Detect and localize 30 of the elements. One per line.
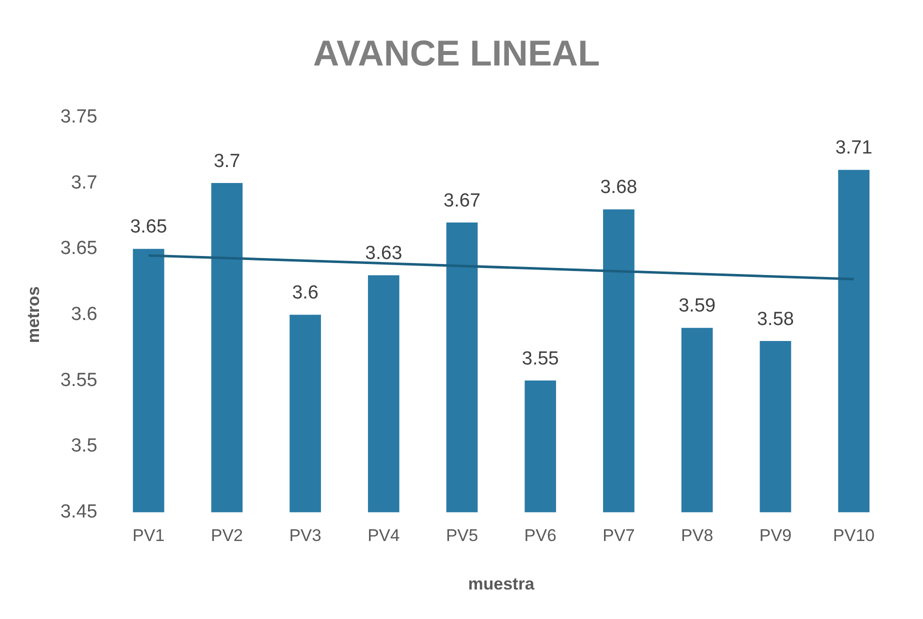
y-axis-title: metros bbox=[24, 286, 43, 344]
y-tick-label: 3.55 bbox=[60, 370, 98, 391]
x-tick-label: PV3 bbox=[289, 526, 322, 546]
chart-title: AVANCE LINEAL bbox=[313, 32, 600, 74]
y-tick-label: 3.5 bbox=[70, 436, 98, 457]
x-tick-label: PV10 bbox=[833, 526, 875, 546]
y-tick-label: 3.75 bbox=[60, 106, 98, 128]
x-tick-label: PV5 bbox=[446, 526, 478, 546]
data-label: 3.58 bbox=[756, 308, 794, 330]
x-tick-label: PV6 bbox=[524, 526, 556, 546]
x-tick-label: PV8 bbox=[681, 526, 714, 546]
data-label: 3.7 bbox=[214, 150, 240, 172]
x-tick-label: PV1 bbox=[132, 526, 165, 546]
data-label: 3.67 bbox=[444, 190, 480, 212]
y-tick-label: 3.65 bbox=[60, 238, 98, 260]
data-label: 3.71 bbox=[835, 138, 872, 159]
data-label: 3.59 bbox=[678, 296, 716, 317]
data-label: 3.63 bbox=[365, 242, 402, 264]
data-label: 3.55 bbox=[522, 348, 559, 370]
y-tick-label: 3.7 bbox=[70, 172, 98, 194]
data-label: 3.68 bbox=[600, 177, 638, 198]
x-tick-label: PV4 bbox=[368, 526, 400, 546]
x-tick-label: PV7 bbox=[602, 526, 635, 546]
x-axis-title: muestra bbox=[468, 574, 535, 594]
y-tick-label: 3.6 bbox=[70, 304, 98, 325]
data-label: 3.65 bbox=[130, 216, 168, 238]
data-label: 3.6 bbox=[292, 282, 318, 304]
x-tick-label: PV9 bbox=[759, 526, 792, 546]
y-tick-label: 3.45 bbox=[60, 501, 98, 522]
x-tick-label: PV2 bbox=[210, 526, 243, 546]
